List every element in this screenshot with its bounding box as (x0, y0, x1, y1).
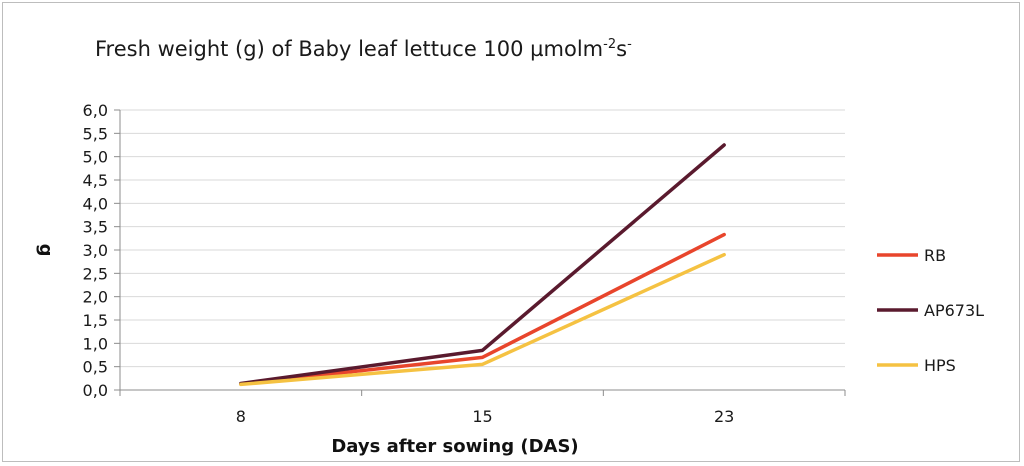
y-tick-label: 4,5 (83, 171, 108, 190)
series-line-rb (239, 232, 726, 386)
y-tick-label: 6,0 (83, 101, 108, 120)
y-tick-label: 2,0 (83, 288, 108, 307)
gridlines (114, 109, 845, 391)
x-tick-label: 8 (236, 407, 246, 426)
x-tick-label: 23 (714, 407, 734, 426)
y-tick-label: 0,0 (83, 381, 108, 400)
y-tick-label: 0,5 (83, 358, 108, 377)
legend-label-rb: RB (924, 246, 946, 265)
y-tick-labels: 0,0 0,5 1,0 1,5 2,0 2,5 3,0 3,5 4,0 4,5 5,0 5,5 6,0 (83, 101, 108, 400)
y-tick-label: 3,0 (83, 241, 108, 260)
series-lines (239, 143, 726, 387)
legend: RB AP673L HPS (877, 246, 984, 375)
y-tick-label: 2,5 (83, 264, 108, 283)
legend-label-ap673l: AP673L (924, 301, 984, 320)
x-axis-title: Days after sowing (DAS) (331, 436, 578, 457)
y-tick-label: 5,0 (83, 148, 108, 167)
y-tick-label: 1,5 (83, 311, 108, 330)
x-tick-labels: 8 15 23 (236, 407, 735, 426)
axes (119, 110, 846, 396)
series-line-hps (239, 252, 726, 387)
y-tick-label: 1,0 (83, 334, 108, 353)
chart-title: Fresh weight (g) of Baby leaf lettuce 10… (95, 37, 632, 61)
legend-label-hps: HPS (924, 356, 956, 375)
series-line-ap673l (239, 143, 726, 386)
y-tick-label: 4,0 (83, 194, 108, 213)
y-tick-label: 3,5 (83, 218, 108, 237)
x-tick-label: 15 (472, 407, 492, 426)
y-axis-title: g (35, 244, 56, 257)
y-tick-label: 5,5 (83, 124, 108, 143)
